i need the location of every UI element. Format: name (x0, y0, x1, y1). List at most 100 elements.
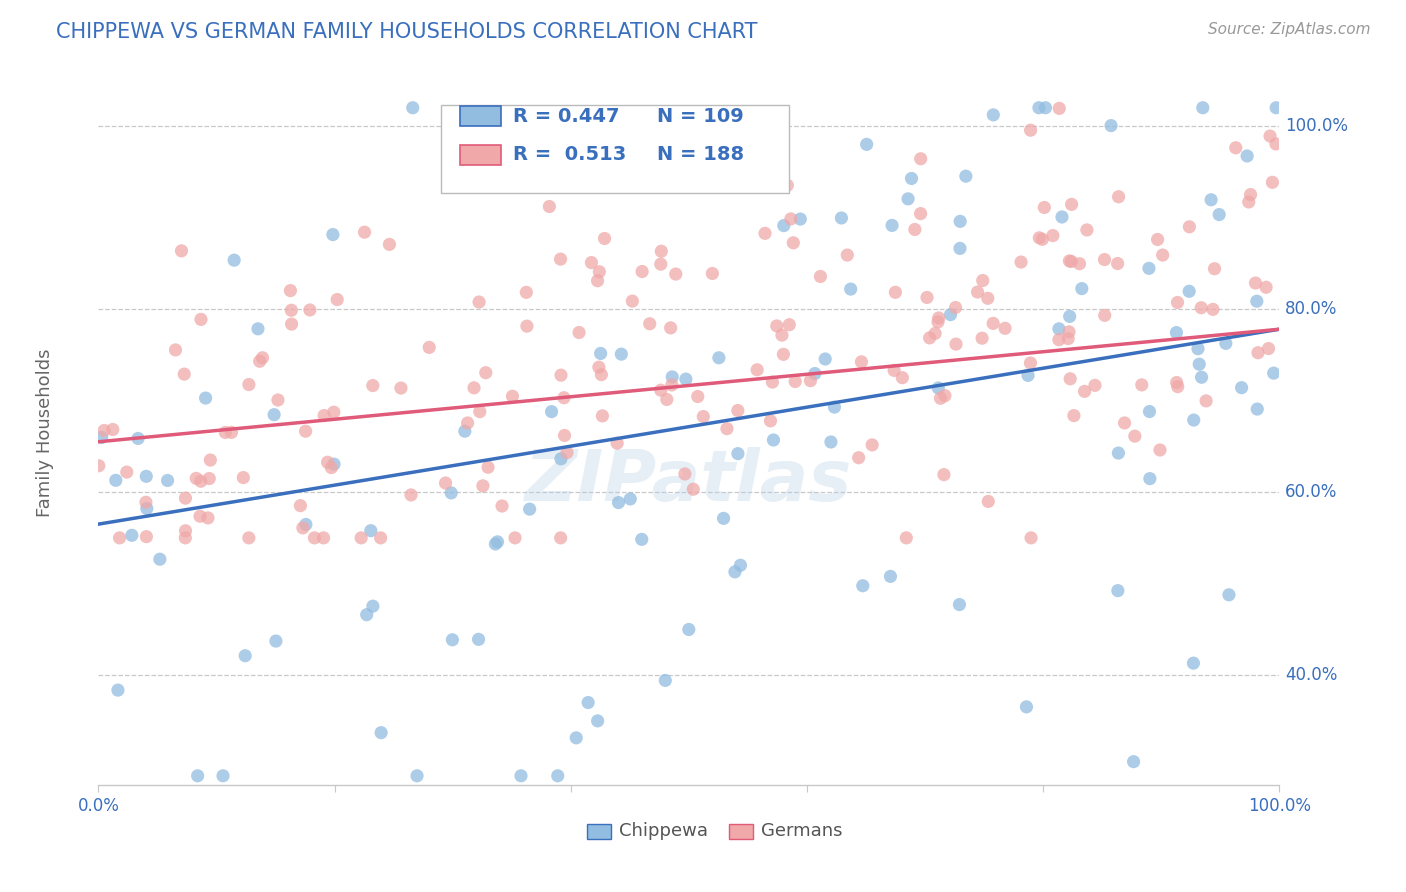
Point (910, 152, 932, 166)
Point (716, 422, 738, 436)
Point (1107, 583, 1129, 598)
Point (837, 248, 859, 262)
Point (932, 467, 955, 482)
Point (659, 321, 682, 335)
Point (486, 534, 509, 549)
Point (93, 424, 115, 438)
Point (170, 244, 193, 258)
Point (1191, 101, 1213, 115)
Point (515, 285, 537, 300)
Point (778, 318, 800, 332)
Point (1257, 342, 1279, 356)
Point (981, 317, 1004, 331)
Point (565, 731, 588, 745)
Point (727, 447, 749, 461)
Point (762, 433, 785, 447)
Point (727, 403, 749, 417)
Point (252, 351, 274, 365)
Point (1244, 276, 1267, 290)
Point (779, 211, 801, 226)
Point (910, 206, 932, 220)
Point (1230, 381, 1253, 395)
Point (772, 219, 794, 233)
Point (730, 558, 752, 573)
Point (1256, 280, 1278, 294)
Point (966, 285, 988, 299)
Point (1047, 322, 1070, 336)
Point (650, 257, 672, 271)
Point (1059, 310, 1081, 324)
Point (249, 354, 271, 368)
Point (591, 409, 613, 423)
Point (776, 178, 799, 193)
Point (314, 409, 336, 423)
Point (104, 473, 127, 487)
Point (1149, 442, 1171, 457)
Point (707, 351, 730, 365)
Point (654, 673, 676, 688)
Point (884, 285, 907, 300)
Point (588, 265, 610, 279)
Point (1028, 101, 1050, 115)
Point (1019, 123, 1042, 137)
Point (977, 494, 1000, 508)
Point (267, 392, 290, 407)
Point (994, 321, 1017, 335)
Point (135, 495, 157, 509)
Point (772, 347, 794, 361)
Point (630, 533, 652, 547)
Point (929, 391, 952, 405)
Point (1015, 699, 1038, 714)
Point (291, 521, 314, 535)
Point (1182, 413, 1205, 427)
Point (389, 381, 412, 395)
Text: Family Households: Family Households (37, 349, 55, 516)
Point (197, 511, 219, 525)
Point (1199, 193, 1222, 207)
Point (765, 318, 787, 333)
Point (830, 211, 852, 225)
Point (510, 769, 533, 783)
Point (770, 328, 793, 343)
Point (607, 495, 630, 509)
Point (553, 391, 575, 405)
Point (1060, 197, 1083, 211)
Point (673, 467, 696, 481)
Point (550, 451, 572, 466)
Point (1225, 141, 1247, 155)
Point (1247, 345, 1270, 359)
Point (927, 315, 949, 329)
Point (1261, 175, 1284, 189)
Point (1191, 370, 1213, 384)
Point (246, 322, 269, 336)
Point (1010, 255, 1032, 269)
Point (1152, 248, 1174, 262)
Point (900, 171, 922, 186)
Point (418, 340, 440, 354)
Point (1189, 301, 1212, 315)
Point (1130, 377, 1153, 392)
Point (406, 769, 429, 783)
Point (948, 598, 970, 612)
Point (1139, 404, 1161, 418)
Point (1139, 472, 1161, 486)
Point (440, 486, 463, 500)
Point (165, 343, 187, 357)
Point (661, 378, 683, 392)
Point (264, 634, 287, 648)
Point (1017, 368, 1039, 383)
Point (1114, 416, 1136, 430)
Point (945, 337, 967, 351)
Point (238, 531, 260, 545)
Point (1166, 326, 1188, 340)
Point (785, 375, 807, 389)
Point (477, 460, 499, 475)
Point (121, 528, 143, 542)
Point (115, 465, 138, 479)
Point (754, 227, 776, 241)
Point (692, 409, 714, 424)
Point (190, 475, 212, 489)
Point (555, 445, 578, 459)
Point (621, 294, 644, 309)
Text: CHIPPEWA VS GERMAN FAMILY HOUSEHOLDS CORRELATION CHART: CHIPPEWA VS GERMAN FAMILY HOUSEHOLDS COR… (56, 22, 758, 42)
